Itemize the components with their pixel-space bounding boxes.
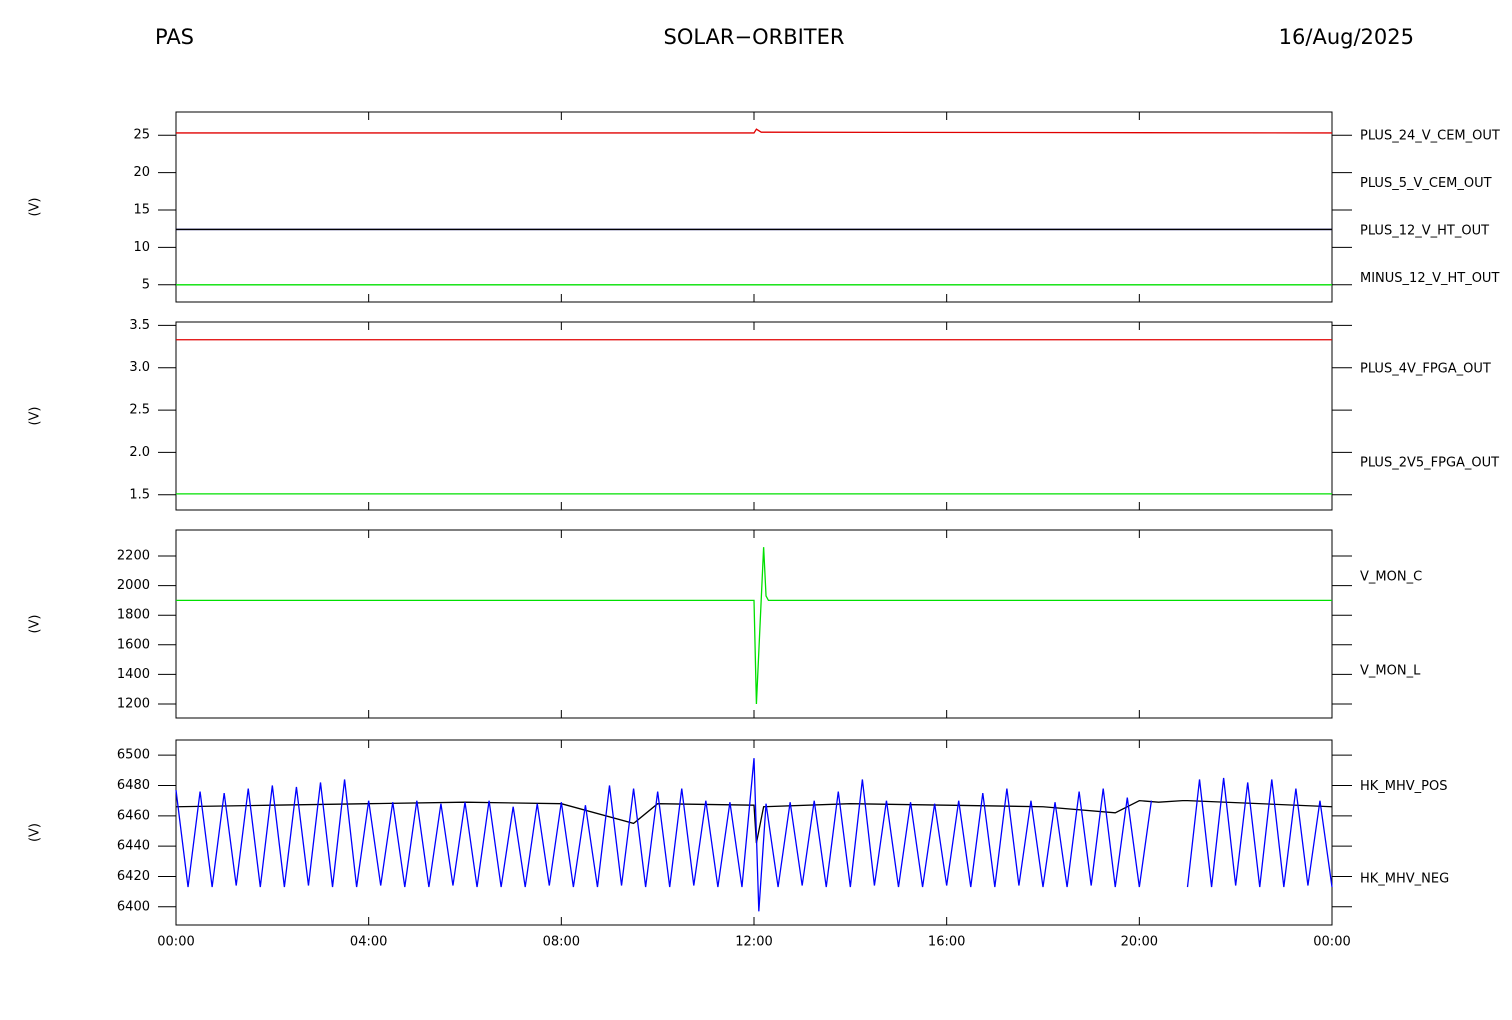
- legend-label: HK_MHV_NEG: [1360, 871, 1449, 886]
- legend-label: PLUS_5_V_CEM_OUT: [1360, 176, 1492, 191]
- series-line: [176, 547, 1332, 704]
- x-tick-label: 00:00: [157, 935, 194, 950]
- plot-frame: [175, 111, 1333, 303]
- y-tick-label: 3.5: [129, 318, 150, 333]
- legend-label: MINUS_12_V_HT_OUT: [1360, 271, 1499, 286]
- y-tick-label: 1400: [117, 667, 150, 682]
- y-tick-label: 1800: [117, 608, 150, 623]
- y-tick-label: 25: [133, 128, 150, 143]
- header-date: 16/Aug/2025: [1279, 25, 1414, 49]
- legend-label: PLUS_12_V_HT_OUT: [1360, 223, 1489, 238]
- x-tick-label: 16:00: [928, 935, 965, 950]
- x-tick-label: 12:00: [735, 935, 772, 950]
- y-tick-label: 6400: [117, 899, 150, 914]
- y-axis-label: (V): [28, 406, 43, 425]
- y-tick-label: 3.0: [129, 360, 150, 375]
- y-tick-label: 1200: [117, 696, 150, 711]
- y-tick-label: 6460: [117, 808, 150, 823]
- legend-label: HK_MHV_POS: [1360, 779, 1448, 794]
- y-tick-label: 20: [133, 165, 150, 180]
- legend-label: PLUS_4V_FPGA_OUT: [1360, 362, 1491, 377]
- y-tick-label: 15: [133, 202, 150, 217]
- y-tick-label: 2.0: [129, 445, 150, 460]
- legend-label: PLUS_2V5_FPGA_OUT: [1360, 456, 1499, 471]
- x-tick-label: 00:00: [1313, 935, 1350, 950]
- y-tick-label: 10: [133, 240, 150, 255]
- header-left: PAS: [155, 25, 194, 49]
- x-tick-label: 04:00: [350, 935, 387, 950]
- legend-label: V_MON_C: [1360, 570, 1422, 585]
- y-tick-label: 6440: [117, 839, 150, 854]
- y-tick-label: 6500: [117, 748, 150, 763]
- y-axis-label: (V): [28, 614, 43, 633]
- series-line: [175, 758, 1333, 912]
- y-axis-label: (V): [28, 823, 43, 842]
- y-tick-label: 2200: [117, 549, 150, 564]
- y-axis-label: (V): [28, 197, 43, 216]
- y-tick-label: 2000: [117, 578, 150, 593]
- x-tick-label: 20:00: [1121, 935, 1158, 950]
- legend-label: V_MON_L: [1360, 664, 1421, 679]
- x-tick-label: 08:00: [543, 935, 580, 950]
- y-tick-label: 5: [142, 277, 150, 292]
- header-title: SOLAR−ORBITER: [663, 25, 844, 49]
- y-tick-label: 1600: [117, 637, 150, 652]
- y-tick-label: 1.5: [129, 487, 150, 502]
- y-tick-label: 6420: [117, 869, 150, 884]
- series-line: [176, 128, 1333, 134]
- plot-frame: [175, 321, 1333, 511]
- legend-label: PLUS_24_V_CEM_OUT: [1360, 128, 1500, 143]
- y-tick-label: 6480: [117, 778, 150, 793]
- y-tick-label: 2.5: [129, 403, 150, 418]
